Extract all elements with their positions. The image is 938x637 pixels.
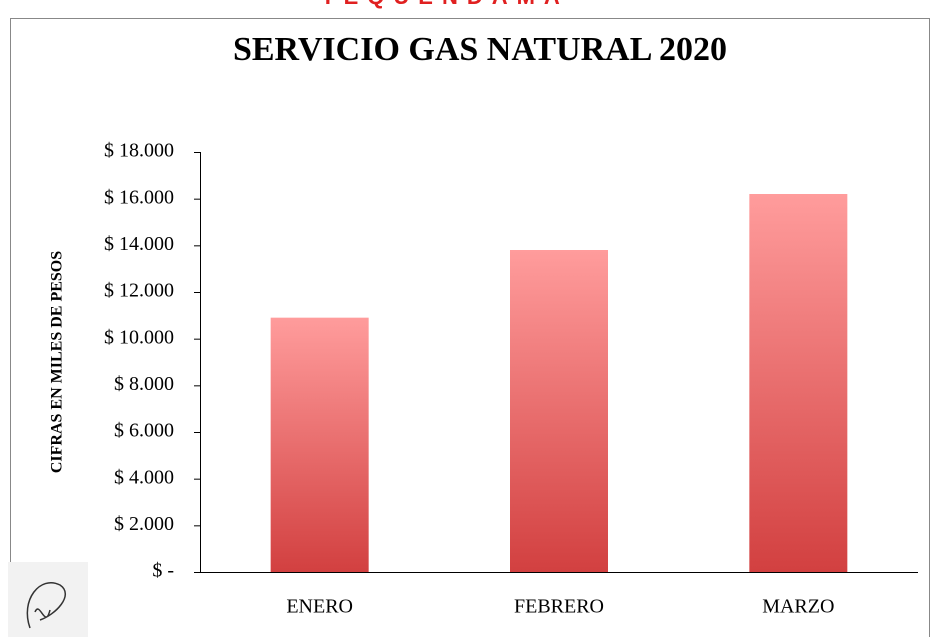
x-tick-label: FEBRERO	[514, 596, 604, 618]
y-tick-label: $ 10.000	[104, 326, 174, 348]
y-tick-label: $ 12.000	[104, 280, 174, 302]
header-text: TEQUENDAMA	[321, 0, 569, 9]
bar	[510, 250, 608, 572]
y-tick-label: $ 4.000	[114, 466, 174, 488]
bar	[270, 317, 369, 572]
chart-border	[10, 18, 930, 637]
y-tick-label: $ 16.000	[104, 186, 174, 208]
y-tick-label: $ 6.000	[114, 420, 174, 442]
y-tick-label: $ 14.000	[104, 233, 174, 255]
y-tick-label: $ 18.000	[104, 140, 174, 162]
y-tick-label: $ 2.000	[114, 513, 174, 535]
x-tick-label: ENERO	[286, 596, 353, 618]
bar	[749, 194, 848, 572]
chart-title: SERVICIO GAS NATURAL 2020	[233, 31, 727, 68]
signature	[8, 562, 88, 637]
y-axis-label: CIFRAS EN MILES DE PESOS	[49, 251, 66, 473]
y-tick-label: $ -	[152, 560, 174, 582]
y-tick-label: $ 8.000	[114, 373, 174, 395]
x-tick-label: MARZO	[762, 596, 834, 618]
